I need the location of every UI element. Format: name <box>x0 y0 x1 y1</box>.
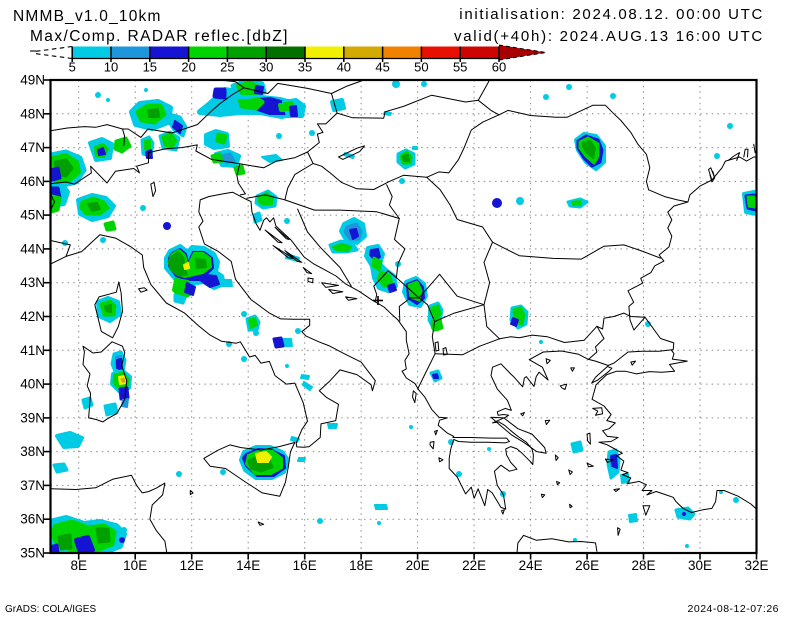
svg-text:50: 50 <box>414 60 428 75</box>
svg-text:14E: 14E <box>236 558 260 573</box>
svg-text:8E: 8E <box>70 558 87 573</box>
svg-text:16E: 16E <box>293 558 317 573</box>
svg-text:49N: 49N <box>20 73 45 88</box>
svg-text:initialisation: 2024.08.12. 00: initialisation: 2024.08.12. 00:00 UTC <box>459 6 764 23</box>
svg-text:5: 5 <box>69 60 76 75</box>
svg-text:35N: 35N <box>20 546 45 561</box>
svg-text:NMMB_v1.0_10km: NMMB_v1.0_10km <box>13 8 162 25</box>
svg-text:44N: 44N <box>20 241 45 256</box>
svg-text:20: 20 <box>181 60 195 75</box>
svg-text:35: 35 <box>298 60 312 75</box>
svg-text:40: 40 <box>337 60 351 75</box>
svg-text:38N: 38N <box>20 444 45 459</box>
svg-text:30: 30 <box>259 60 273 75</box>
svg-text:25: 25 <box>220 60 234 75</box>
svg-text:26E: 26E <box>575 558 599 573</box>
svg-text:20E: 20E <box>406 558 430 573</box>
svg-text:22E: 22E <box>462 558 486 573</box>
svg-text:18E: 18E <box>349 558 373 573</box>
svg-text:30E: 30E <box>688 558 712 573</box>
svg-text:47N: 47N <box>20 140 45 155</box>
svg-text:55: 55 <box>453 60 467 75</box>
svg-text:2024-08-12-07:26: 2024-08-12-07:26 <box>688 603 779 615</box>
svg-text:48N: 48N <box>20 106 45 121</box>
svg-text:15: 15 <box>143 60 157 75</box>
svg-text:41N: 41N <box>20 343 45 358</box>
svg-text:40N: 40N <box>20 377 45 392</box>
svg-text:37N: 37N <box>20 478 45 493</box>
svg-text:28E: 28E <box>631 558 655 573</box>
svg-text:46N: 46N <box>20 174 45 189</box>
svg-text:24E: 24E <box>519 558 543 573</box>
svg-text:valid(+40h): 2024.AUG.13 16:00: valid(+40h): 2024.AUG.13 16:00 UTC <box>454 28 764 45</box>
svg-text:42N: 42N <box>20 309 45 324</box>
svg-text:32E: 32E <box>744 558 768 573</box>
svg-text:36N: 36N <box>20 512 45 527</box>
svg-text:Max/Comp. RADAR reflec.[dbZ]: Max/Comp. RADAR reflec.[dbZ] <box>30 28 289 45</box>
svg-text:10: 10 <box>104 60 118 75</box>
svg-text:12E: 12E <box>180 558 204 573</box>
svg-text:10E: 10E <box>123 558 147 573</box>
svg-text:60: 60 <box>492 60 506 75</box>
svg-text:45N: 45N <box>20 208 45 223</box>
svg-text:39N: 39N <box>20 410 45 425</box>
svg-text:45: 45 <box>375 60 389 75</box>
svg-text:GrADS: COLA/IGES: GrADS: COLA/IGES <box>5 604 96 615</box>
svg-text:43N: 43N <box>20 275 45 290</box>
